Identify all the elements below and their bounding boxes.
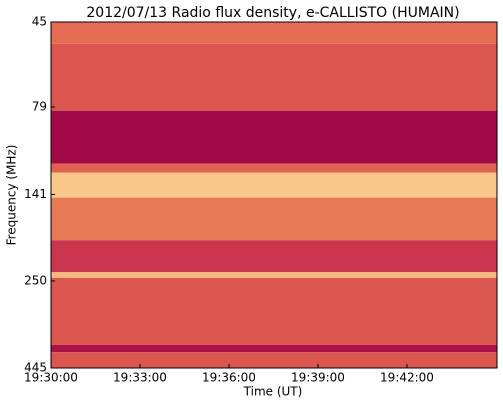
spectrum-band — [51, 172, 497, 198]
x-tick-label: 19:42:00 — [380, 371, 434, 385]
y-tick-label: 141 — [24, 187, 47, 201]
y-tick-label: 79 — [32, 99, 47, 113]
x-axis-label: Time (UT) — [243, 385, 303, 399]
y-tick-label: 445 — [24, 361, 47, 375]
plot-frame — [50, 21, 498, 369]
x-tick-label: 19:36:00 — [202, 371, 256, 385]
y-tick-label: 45 — [32, 15, 47, 29]
spectrum-band — [51, 43, 497, 111]
spectrum-band — [51, 272, 497, 278]
spectrum-band — [51, 277, 497, 345]
spectrum-band — [51, 352, 497, 368]
spectrum-band — [51, 197, 497, 241]
chart-title: 2012/07/13 Radio flux density, e-CALLIST… — [86, 5, 459, 21]
spectrum-band — [51, 344, 497, 353]
x-tick-label: 19:33:00 — [113, 371, 167, 385]
spectrum-band — [51, 163, 497, 173]
x-tick-label: 19:39:00 — [291, 371, 345, 385]
y-axis-label: Frequency (MHz) — [5, 145, 19, 246]
spectrum-band — [51, 22, 497, 44]
x-tick-label: 19:30:00 — [24, 371, 78, 385]
spectrum-band — [51, 240, 497, 273]
y-tick-label: 250 — [24, 273, 47, 287]
spectrum-band — [51, 110, 497, 164]
